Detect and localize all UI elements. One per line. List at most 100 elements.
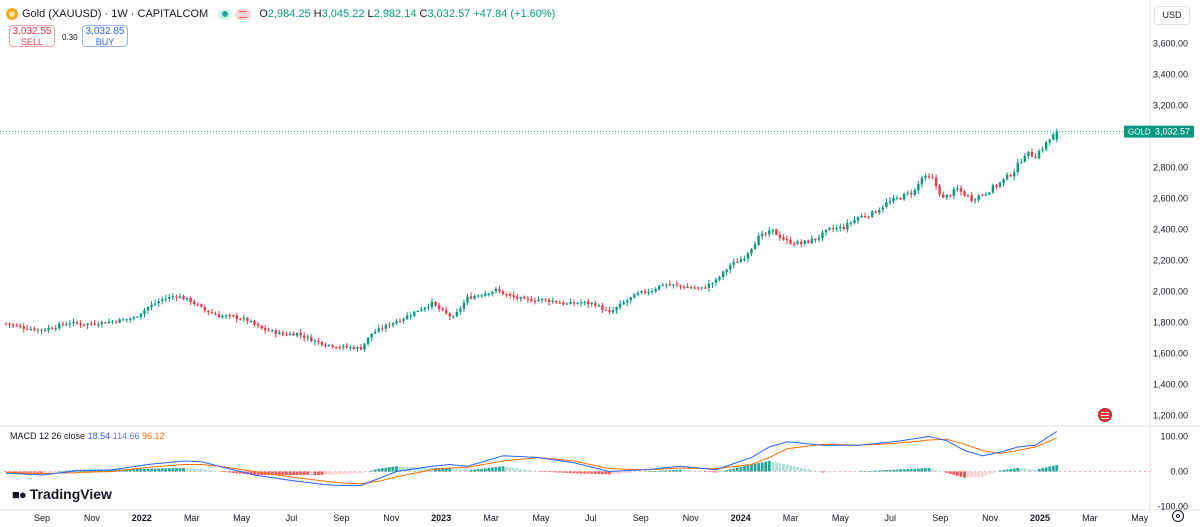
buy-button[interactable]: 3,032.85 BUY <box>82 25 128 47</box>
tradingview-logo-icon: ■● <box>12 486 27 502</box>
candle-body <box>342 345 345 348</box>
time-tick-label: Jul <box>585 513 597 523</box>
macd-bar <box>341 471 345 474</box>
macd-bar <box>948 471 952 474</box>
macd-bar <box>171 468 175 472</box>
candle-body <box>267 329 270 331</box>
candle-body <box>704 287 707 289</box>
macd-bar <box>285 471 288 475</box>
us-event-flag-icon[interactable] <box>1098 408 1112 422</box>
candle-body <box>853 219 856 224</box>
macd-bar <box>831 471 835 473</box>
candle-body <box>981 194 984 196</box>
macd-bar <box>789 465 792 472</box>
candle-body <box>409 315 412 317</box>
candle-body <box>817 237 821 240</box>
macd-bar <box>448 468 452 472</box>
time-tick-label: Jul <box>286 513 298 523</box>
candle-body <box>846 223 849 230</box>
settings-icon[interactable] <box>1172 510 1184 522</box>
candle-body <box>973 199 977 201</box>
macd-bar <box>235 471 239 474</box>
candle-body <box>11 324 15 326</box>
macd-bar <box>1012 468 1016 472</box>
candle-body <box>906 192 909 194</box>
macd-bar <box>338 471 342 475</box>
price-change: +47.84 (+1.60%) <box>473 8 556 20</box>
candle-body <box>665 284 668 286</box>
tradingview-logo[interactable]: ■● TradingView <box>12 486 112 502</box>
candle-body <box>381 328 384 330</box>
macd-bar <box>281 471 285 475</box>
candle-body <box>863 216 867 218</box>
symbol-header[interactable]: Gold (XAUUSD) · 1W · CAPITALCOM O2,984.2… <box>6 6 555 22</box>
candle-body <box>587 301 590 305</box>
macd-legend[interactable]: MACD 12 26 close 18.54 114.66 96.12 <box>10 431 165 441</box>
macd-bar <box>15 471 19 473</box>
macd-bar <box>125 469 129 472</box>
candle-body <box>569 302 572 304</box>
candle-body <box>278 332 281 334</box>
macd-bar <box>739 466 743 472</box>
candle-body <box>771 229 774 232</box>
candle-body <box>689 286 693 288</box>
candle-body <box>484 293 487 296</box>
candle-body <box>104 322 107 324</box>
candle-body <box>19 325 22 327</box>
candle-body <box>476 295 480 297</box>
status-indicators <box>218 8 252 20</box>
candle-body <box>324 344 327 346</box>
macd-bar <box>899 469 902 472</box>
candle-body <box>604 309 608 311</box>
candle-body <box>1005 174 1009 180</box>
candle-body <box>800 241 803 245</box>
last-price-tag <box>1124 125 1194 138</box>
candle-body <box>402 318 405 321</box>
candle-body <box>398 321 402 323</box>
macd-bar <box>849 471 853 472</box>
macd-bar <box>590 471 594 474</box>
macd-bar <box>718 471 721 472</box>
macd-bar <box>565 471 569 473</box>
macd-bar <box>437 468 441 472</box>
candle-body <box>910 193 913 195</box>
macd-bar <box>952 471 956 475</box>
macd-bar <box>924 468 927 472</box>
time-tick-label: Sep <box>333 513 349 523</box>
symbol-title[interactable]: Gold (XAUUSD) · 1W · CAPITALCOM <box>22 8 209 20</box>
candle-body <box>682 286 686 288</box>
macd-bar <box>544 471 547 472</box>
macd-bar <box>1019 468 1023 472</box>
macd-bar <box>732 468 736 472</box>
candle-body <box>562 302 565 305</box>
candle-body <box>249 320 253 322</box>
candle-body <box>370 333 373 338</box>
macd-bar <box>771 461 775 472</box>
candle-body <box>253 320 256 325</box>
candle-body <box>61 323 64 325</box>
currency-selector[interactable]: USD <box>1154 6 1190 25</box>
candle-body <box>984 194 987 196</box>
candle-body <box>58 323 61 329</box>
macd-bar <box>593 471 597 474</box>
candle-body <box>178 296 182 298</box>
candles <box>4 128 1058 352</box>
macd-bar <box>551 471 555 473</box>
candle-body <box>4 323 8 325</box>
candle-body <box>1027 151 1030 156</box>
macd-bar <box>579 471 583 474</box>
candle-body <box>466 296 469 303</box>
macd-bar <box>224 471 228 473</box>
candle-body <box>547 299 551 302</box>
candle-body <box>750 248 753 254</box>
candle-body <box>352 347 356 349</box>
sell-button[interactable]: 3,032.55 SELL <box>9 25 55 47</box>
candle-body <box>831 228 835 230</box>
macd-bar <box>380 468 384 472</box>
macd-bar <box>1002 469 1005 472</box>
candle-body <box>927 176 931 178</box>
macd-bar <box>61 471 65 472</box>
macd-bar <box>689 470 693 472</box>
candle-body <box>90 323 93 325</box>
